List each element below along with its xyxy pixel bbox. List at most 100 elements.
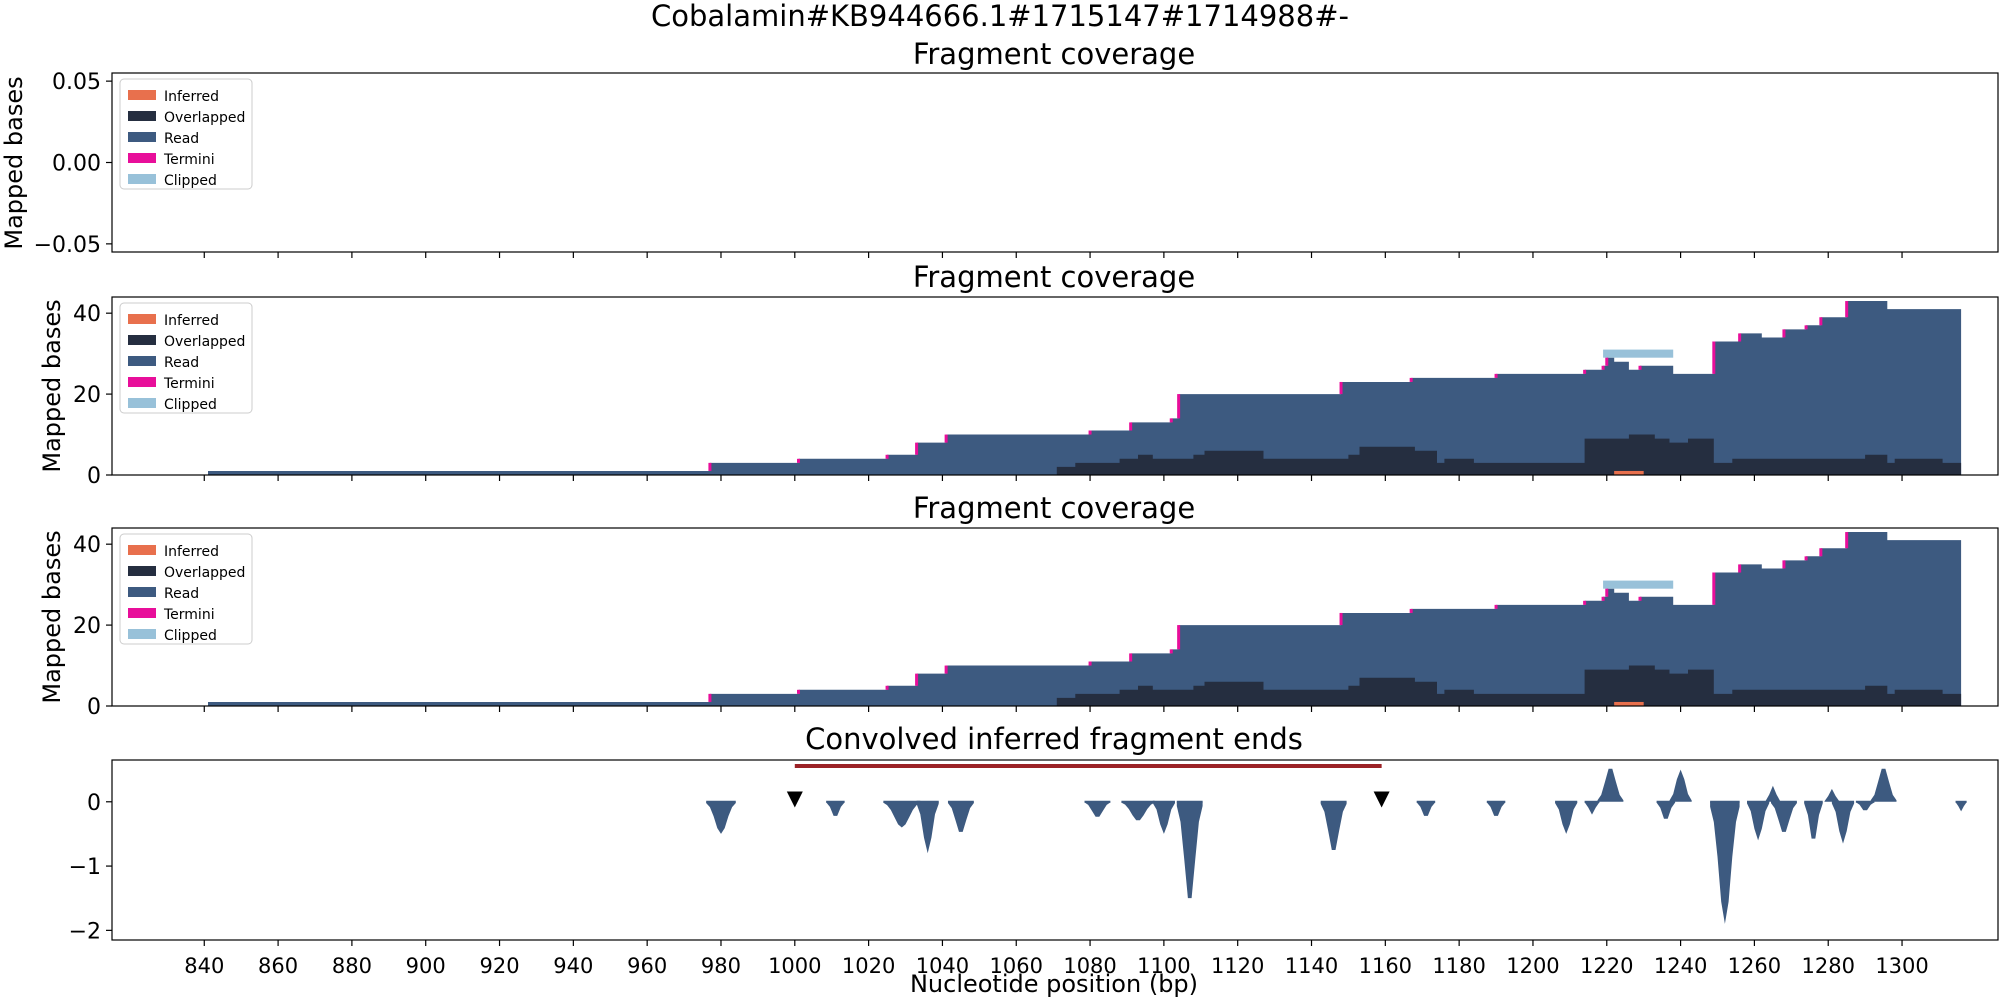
- inferred-area: [1614, 470, 1644, 475]
- conv-trough: [1416, 801, 1436, 816]
- clipped-area: [1603, 580, 1674, 589]
- legend-swatch-overlapped: [128, 335, 156, 345]
- panel-1-ylabel: Mapped bases: [0, 76, 28, 249]
- inferred-area: [1614, 701, 1644, 706]
- x-tick-label: 840: [184, 954, 224, 978]
- conv-peak: [1870, 768, 1897, 802]
- legend-label-clipped: Clipped: [164, 397, 217, 413]
- figure-title: Cobalamin#KB944666.1#1715147#1714988#-: [651, 0, 1349, 33]
- x-tick-label: 880: [332, 954, 372, 978]
- legend-swatch-termini: [128, 153, 156, 163]
- panel-4-ytick-label: 0: [87, 791, 101, 816]
- conv-trough: [1152, 801, 1175, 834]
- legend-label-read: Read: [164, 131, 199, 147]
- legend-label-termini: Termini: [163, 152, 215, 168]
- panel-2-title: Fragment coverage: [913, 260, 1195, 294]
- legend-swatch-clipped: [128, 629, 156, 639]
- legend-swatch-read: [128, 587, 156, 597]
- legend-label-clipped: Clipped: [164, 628, 217, 644]
- legend-swatch-read: [128, 356, 156, 366]
- legend-label-overlapped: Overlapped: [164, 565, 245, 581]
- legend-label-clipped: Clipped: [164, 173, 217, 189]
- x-tick-label: 1160: [1359, 954, 1412, 978]
- x-axis-label: Nucleotide position (bp): [910, 970, 1198, 998]
- legend-swatch-inferred: [128, 90, 156, 100]
- panel-3-ytick-label: 0: [87, 695, 101, 720]
- panel-1-ytick-label: 0.00: [52, 152, 101, 177]
- conv-trough: [1831, 801, 1855, 844]
- panel-4-ytick-label: −2: [69, 919, 101, 944]
- deletion-marker: [786, 791, 803, 808]
- legend-swatch-termini: [128, 377, 156, 387]
- legend-label-read: Read: [164, 355, 199, 371]
- panel-2-ytick-label: 20: [73, 383, 101, 408]
- x-tick-label: 1120: [1211, 954, 1264, 978]
- legend-label-inferred: Inferred: [164, 544, 219, 560]
- panel-3-ytick-label: 20: [73, 614, 101, 639]
- x-tick-label: 860: [258, 954, 298, 978]
- clipped-area: [1603, 349, 1674, 358]
- conv-trough: [1855, 801, 1875, 811]
- conv-trough: [883, 801, 921, 828]
- panel-4-frame: [111, 759, 1999, 941]
- panel-1-ytick-label: −0.05: [34, 233, 101, 258]
- x-tick-label: 1000: [768, 954, 821, 978]
- conv-trough: [916, 801, 939, 854]
- panel-3-title: Fragment coverage: [913, 491, 1195, 525]
- x-tick-label: 1180: [1432, 954, 1485, 978]
- panel-3-frame: [111, 527, 1999, 707]
- panel-1-title: Fragment coverage: [913, 37, 1195, 71]
- conv-peak: [1669, 769, 1692, 802]
- legend-swatch-overlapped: [128, 566, 156, 576]
- legend-swatch-inferred: [128, 314, 156, 324]
- read-area: [208, 301, 1962, 475]
- conv-trough: [706, 801, 736, 834]
- conv-peak: [1824, 788, 1840, 802]
- plot-area: 0.05 0.00 −0.05 Inferred Overlapped Read Termi…: [34, 70, 1999, 978]
- x-tick-label: 1260: [1728, 954, 1781, 978]
- legend-label-inferred: Inferred: [164, 89, 219, 105]
- panel-1-ytick-label: 0.05: [52, 70, 101, 95]
- x-tick-label: 1040: [916, 954, 969, 978]
- conv-trough: [1710, 801, 1740, 924]
- conv-peak: [1765, 785, 1781, 802]
- panel-3-ylabel: Mapped bases: [38, 530, 66, 703]
- conv-peak: [1597, 768, 1624, 802]
- overlapped-area: [1056, 434, 1962, 475]
- x-tick-label: 1140: [1285, 954, 1338, 978]
- legend-label-termini: Termini: [163, 607, 215, 623]
- x-tick-label: 960: [627, 954, 667, 978]
- panel-2-ylabel: Mapped bases: [38, 299, 66, 472]
- x-tick-label: 1060: [990, 954, 1043, 978]
- x-tick-label: 1220: [1580, 954, 1633, 978]
- panel-2-ytick-label: 0: [87, 464, 101, 489]
- x-tick-label: 1280: [1801, 954, 1854, 978]
- x-tick-label: 1020: [842, 954, 895, 978]
- conv-trough: [1771, 801, 1797, 832]
- conv-trough: [1084, 801, 1111, 817]
- legend-swatch-termini: [128, 608, 156, 618]
- legend-swatch-inferred: [128, 545, 156, 555]
- panel-2-frame: [111, 296, 1999, 476]
- panel-1-frame: [111, 72, 1999, 253]
- conv-trough: [1121, 801, 1155, 821]
- read-area: [208, 532, 1962, 706]
- x-tick-label: 920: [479, 954, 519, 978]
- conv-trough: [1584, 801, 1600, 815]
- legend-label-overlapped: Overlapped: [164, 110, 245, 126]
- panel-3-ytick-label: 40: [73, 533, 101, 558]
- conv-trough: [1176, 801, 1203, 899]
- conv-trough: [1804, 801, 1823, 839]
- deletion-marker: [1373, 791, 1390, 808]
- x-tick-label: 1300: [1875, 954, 1928, 978]
- panel-4-title: Convolved inferred fragment ends: [805, 722, 1303, 756]
- overlapped-area: [1056, 665, 1962, 706]
- legend-label-overlapped: Overlapped: [164, 334, 245, 350]
- conv-trough: [826, 801, 845, 816]
- legend-swatch-overlapped: [128, 111, 156, 121]
- conv-trough: [1747, 801, 1770, 841]
- x-tick-label: 1240: [1654, 954, 1707, 978]
- panel-2-ytick-label: 40: [73, 302, 101, 327]
- x-tick-label: 980: [701, 954, 741, 978]
- legend-label-inferred: Inferred: [164, 313, 219, 329]
